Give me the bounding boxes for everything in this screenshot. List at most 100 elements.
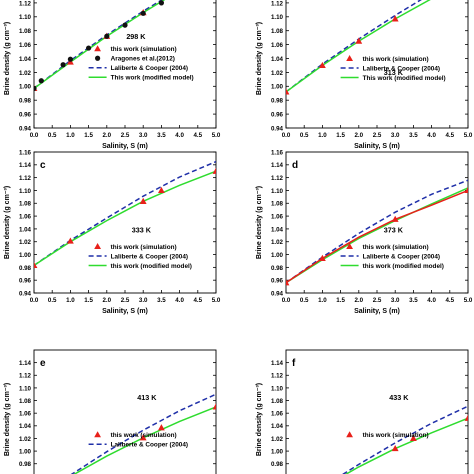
data-point-triangle — [319, 254, 326, 261]
temperature-label: 373 K — [384, 225, 404, 234]
plot-frame — [285, 0, 469, 129]
y-tick-label: 1.12 — [19, 373, 32, 380]
legend-marker-triangle — [346, 431, 353, 438]
x-tick-label: 2.5 — [121, 297, 130, 304]
temperature-label: 413 K — [137, 393, 157, 402]
plot-frame — [285, 151, 469, 294]
data-point-circle — [86, 45, 92, 51]
x-tick-label: 3.0 — [139, 132, 148, 139]
y-tick-label: 1.12 — [19, 175, 32, 182]
data-point-triangle — [158, 424, 165, 431]
x-tick-label: 3.5 — [157, 297, 166, 304]
temperature-label: 313 K — [384, 68, 404, 77]
data-point-triangle — [139, 434, 147, 441]
y-tick-label: 1.12 — [19, 0, 32, 7]
x-tick-label: 3.5 — [409, 297, 418, 304]
y-tick-label: 1.00 — [271, 84, 284, 91]
panel-label: e — [40, 358, 46, 369]
x-tick-label: 1.0 — [66, 132, 75, 139]
plot-frame — [285, 349, 469, 474]
x-tick-label: 3.0 — [391, 132, 400, 139]
data-point-circle — [60, 62, 66, 68]
x-tick-label: 3.5 — [409, 132, 418, 139]
x-tick-label: 1.5 — [336, 132, 345, 139]
y-tick-label: 1.08 — [271, 398, 284, 405]
series-line-solid — [286, 0, 431, 93]
y-tick-label: 1.06 — [19, 213, 32, 220]
panel-1: 0.94 0.96 0.98 1.00 1.02 1.04 1.06 1.08 1.10 1.12… — [4, 0, 221, 150]
panel-5: 0.98 1.00 1.02 1.04 1.06 1.08 1.10 1.12 1.14 Brin… — [4, 349, 217, 474]
x-tick-label: 4.0 — [175, 132, 184, 139]
plot-area — [286, 0, 431, 95]
y-tick-label: 1.10 — [19, 14, 32, 21]
x-tick-label: 2.5 — [121, 132, 130, 139]
y-tick-label: 1.08 — [271, 201, 284, 208]
legend-label: Laliberte & Cooper (2004) — [363, 253, 440, 260]
legend-label: Laliberte & Cooper (2004) — [363, 65, 440, 72]
legend: this work (simulation) Aragones et al.(20… — [88, 45, 194, 82]
panel-2: 0.94 0.96 0.98 1.00 1.02 1.04 1.06 1.08 1.10 1.12… — [256, 0, 473, 150]
y-axis-title: Brine density (g cm⁻³) — [4, 186, 11, 259]
plot-area — [34, 0, 166, 91]
data-point-circle — [38, 78, 44, 84]
data-point-circle — [140, 10, 146, 16]
y-tick-label: 1.02 — [271, 436, 284, 443]
x-tick-label: 2.5 — [373, 132, 382, 139]
y-tick-label: 1.00 — [271, 252, 284, 259]
data-point-circle — [104, 33, 110, 39]
legend-label: Laliberte & Cooper (2004) — [111, 442, 188, 449]
x-tick-label: 0.5 — [300, 297, 309, 304]
legend-label: this work (simulation) — [363, 432, 429, 439]
panel-3: 0.94 0.96 0.98 1.00 1.02 1.04 1.06 1.08 1.10 1.12… — [4, 149, 221, 315]
y-tick-label: 1.12 — [271, 175, 284, 182]
x-tick-label: 0.5 — [48, 132, 57, 139]
x-tick-label: 2.0 — [102, 297, 111, 304]
data-point-triangle — [391, 215, 399, 222]
y-tick-label: 0.94 — [271, 290, 284, 297]
legend-label: this work (modified model) — [363, 263, 444, 270]
y-tick-label: 1.04 — [271, 226, 284, 233]
y-tick-label: 1.14 — [271, 162, 284, 169]
legend: this work (simulation) Laliberte & Cooper… — [88, 242, 192, 270]
y-tick-label: 1.14 — [271, 360, 284, 367]
y-tick-label: 1.02 — [271, 70, 284, 77]
legend-label: This work (modified model) — [363, 75, 446, 82]
x-tick-label: 2.0 — [354, 132, 363, 139]
y-tick-label: 1.02 — [19, 70, 32, 77]
x-tick-label: 5.0 — [212, 132, 221, 139]
x-tick-label: 4.0 — [175, 297, 184, 304]
legend: this work (simulation) Laliberte & Cooper… — [88, 431, 188, 449]
x-tick-label: 4.5 — [193, 132, 202, 139]
data-point-triangle — [158, 186, 165, 194]
y-tick-label: 1.02 — [19, 239, 32, 246]
y-tick-label: 1.02 — [271, 239, 284, 246]
x-tick-label: 1.5 — [84, 132, 93, 139]
y-tick-label: 0.98 — [271, 265, 284, 272]
y-tick-label: 1.04 — [271, 423, 284, 430]
legend: this work (simulation) Laliberte & Cooper… — [340, 55, 446, 82]
x-tick-label: 0.0 — [282, 132, 291, 139]
legend-label: this work (modified model) — [111, 263, 192, 270]
y-tick-label: 1.10 — [19, 385, 32, 392]
legend-label: Laliberte & Cooper (2004) — [111, 253, 188, 260]
legend-marker-triangle — [346, 242, 353, 249]
y-tick-label: 0.98 — [271, 461, 284, 468]
x-tick-label: 4.5 — [193, 297, 202, 304]
y-tick-label: 0.96 — [271, 278, 284, 285]
series-line-dashed — [286, 179, 468, 284]
y-tick-label: 1.10 — [19, 188, 32, 195]
y-tick-label: 1.00 — [19, 84, 32, 91]
data-point-triangle — [464, 186, 468, 194]
x-axis-title: Salinity, S (m) — [354, 143, 400, 150]
y-tick-label: 1.04 — [271, 56, 284, 63]
x-tick-label: 1.0 — [318, 297, 327, 304]
y-tick-label: 1.00 — [19, 448, 32, 455]
x-tick-label: 5.0 — [464, 132, 473, 139]
y-axis-title: Brine density (g cm⁻³) — [256, 22, 263, 95]
x-tick-label: 4.0 — [427, 297, 436, 304]
x-tick-label: 3.0 — [391, 297, 400, 304]
x-tick-label: 0.0 — [30, 132, 39, 139]
data-point-triangle — [212, 167, 216, 174]
series-line-dashed — [70, 393, 216, 474]
series-line-solid — [286, 189, 468, 284]
